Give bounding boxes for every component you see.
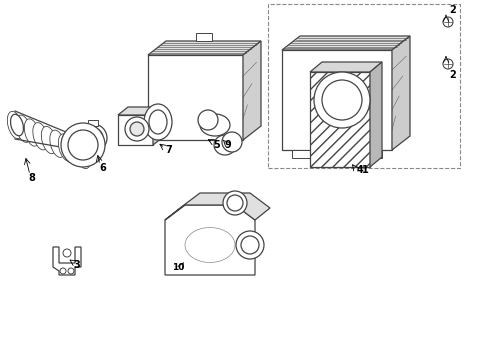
Polygon shape xyxy=(148,55,243,140)
Polygon shape xyxy=(310,62,382,72)
Ellipse shape xyxy=(67,138,82,165)
Circle shape xyxy=(443,59,453,69)
Ellipse shape xyxy=(75,141,91,168)
Ellipse shape xyxy=(144,104,172,140)
Ellipse shape xyxy=(200,114,230,136)
Ellipse shape xyxy=(185,228,235,262)
Circle shape xyxy=(61,123,105,167)
Circle shape xyxy=(443,17,453,27)
Polygon shape xyxy=(392,36,410,150)
Circle shape xyxy=(314,72,370,128)
Ellipse shape xyxy=(16,115,31,143)
Polygon shape xyxy=(282,50,392,150)
Polygon shape xyxy=(165,193,270,220)
Text: 10: 10 xyxy=(172,264,184,273)
Text: 3: 3 xyxy=(74,260,80,270)
Text: 7: 7 xyxy=(166,145,172,155)
Polygon shape xyxy=(292,150,317,158)
Circle shape xyxy=(79,124,107,152)
Ellipse shape xyxy=(58,134,74,161)
Ellipse shape xyxy=(7,111,23,139)
Ellipse shape xyxy=(214,135,236,155)
Polygon shape xyxy=(282,36,410,50)
Polygon shape xyxy=(53,247,81,275)
Polygon shape xyxy=(357,150,382,158)
Ellipse shape xyxy=(149,110,167,134)
Polygon shape xyxy=(196,33,212,41)
Ellipse shape xyxy=(33,123,48,150)
Circle shape xyxy=(223,191,247,215)
Text: 2: 2 xyxy=(450,70,456,80)
Text: 1: 1 xyxy=(362,165,368,175)
Polygon shape xyxy=(118,115,153,145)
Circle shape xyxy=(227,195,243,211)
Polygon shape xyxy=(370,62,382,167)
Polygon shape xyxy=(88,120,98,126)
Text: 4: 4 xyxy=(357,165,364,175)
Circle shape xyxy=(125,117,149,141)
Polygon shape xyxy=(310,72,370,167)
Text: 2: 2 xyxy=(450,5,456,15)
Circle shape xyxy=(236,231,264,259)
Text: 8: 8 xyxy=(28,173,35,183)
Ellipse shape xyxy=(11,114,24,136)
Ellipse shape xyxy=(41,126,57,154)
Circle shape xyxy=(198,110,218,130)
Polygon shape xyxy=(118,107,163,115)
Text: 9: 9 xyxy=(224,140,231,150)
Text: 6: 6 xyxy=(99,163,106,173)
Circle shape xyxy=(63,249,71,257)
Ellipse shape xyxy=(24,119,40,146)
Polygon shape xyxy=(243,41,261,140)
Circle shape xyxy=(68,130,98,160)
Circle shape xyxy=(60,268,66,274)
Text: 5: 5 xyxy=(214,140,220,150)
Circle shape xyxy=(322,80,362,120)
Bar xyxy=(268,4,460,168)
Ellipse shape xyxy=(50,130,65,157)
Polygon shape xyxy=(165,205,255,275)
Circle shape xyxy=(222,132,242,152)
Polygon shape xyxy=(153,107,163,145)
Circle shape xyxy=(241,236,259,254)
Circle shape xyxy=(68,268,74,274)
Circle shape xyxy=(83,128,103,148)
Circle shape xyxy=(130,122,144,136)
Polygon shape xyxy=(148,41,261,55)
